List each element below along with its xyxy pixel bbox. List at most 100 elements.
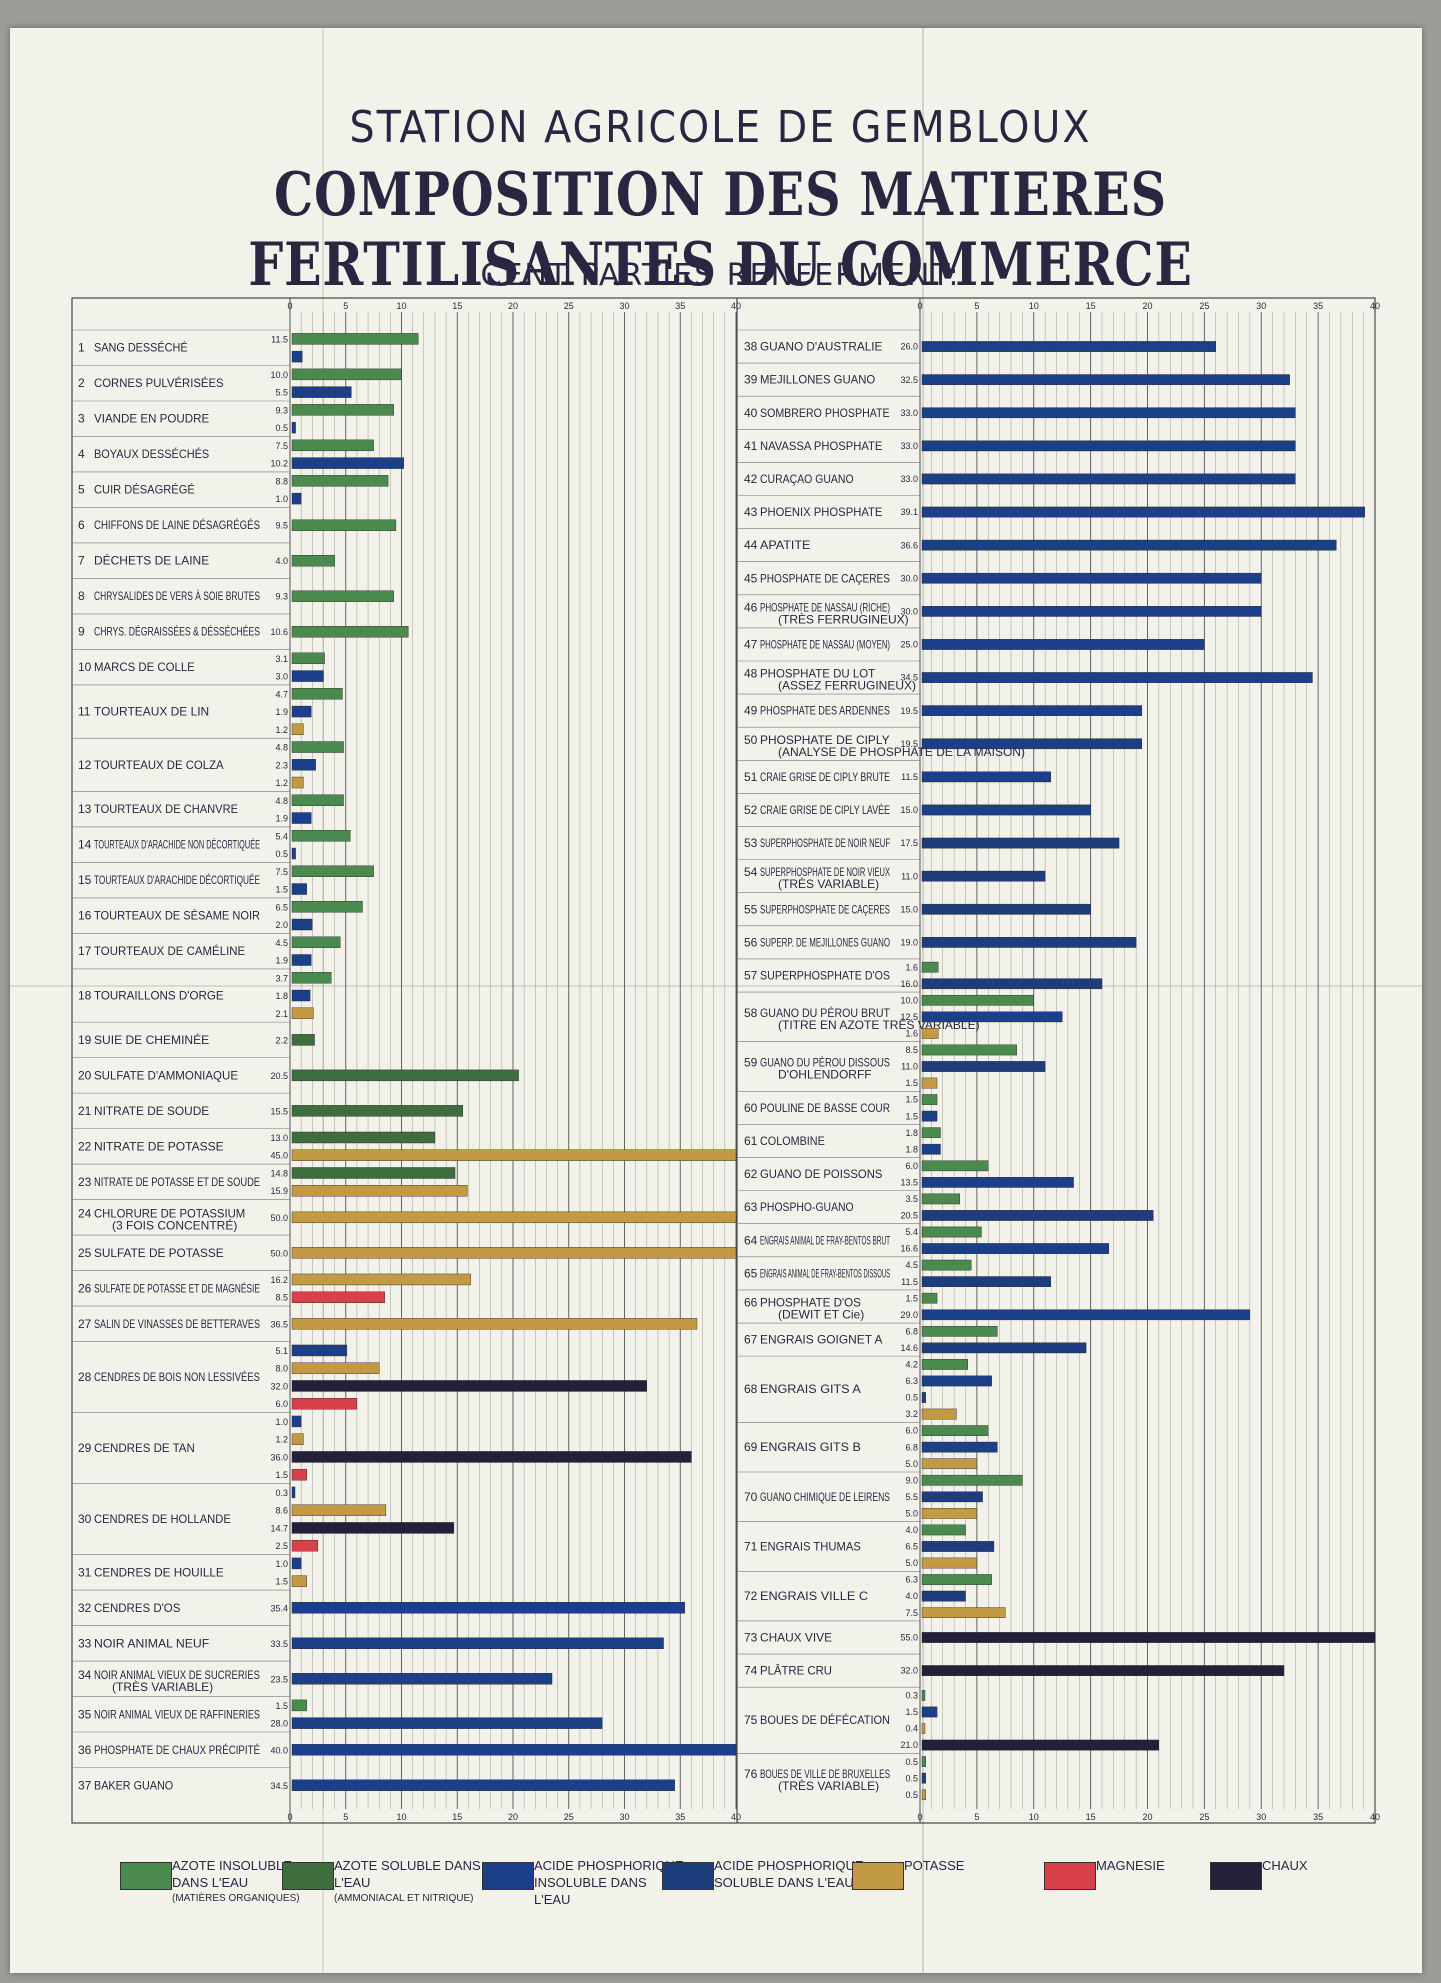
- bar-acide_insoluble: [921, 440, 1296, 452]
- bar-azote_insoluble: [291, 1699, 307, 1712]
- item-note: (3 FOIS CONCENTRÉ): [112, 1217, 237, 1232]
- bar-azote_insoluble: [291, 741, 344, 753]
- bar-value-label: 1.5: [275, 1577, 288, 1587]
- bar-value-label: 1.6: [905, 962, 918, 972]
- item-number: 13: [78, 802, 92, 816]
- item-6: 6 CHIFFONS DE LAINE DÉSAGRÉGÉS 9.5: [72, 507, 397, 532]
- item-43: 43 PHOENIX PHOSPHATE 39.1: [738, 495, 1365, 519]
- bar-azote_insoluble: [291, 333, 419, 345]
- bar-value-label: 5.5: [905, 1492, 918, 1502]
- bar-acide_soluble: [921, 937, 1137, 948]
- bar-potasse: [921, 1723, 926, 1734]
- item-number: 52: [744, 803, 758, 817]
- bar-acide_insoluble: [291, 1779, 675, 1791]
- item-name: BOYAUX DESSÉCHÉS: [94, 446, 209, 461]
- x-tick-label-bottom: 20: [1142, 1812, 1152, 1822]
- x-tick-label-bottom: 5: [974, 1812, 979, 1822]
- item-number: 63: [744, 1200, 758, 1214]
- bar-azote_insoluble: [921, 1193, 961, 1205]
- item-number: 9: [78, 625, 85, 639]
- bar-potasse: [921, 1028, 939, 1039]
- item-name: PHOSPHATE DU LOT: [760, 667, 876, 681]
- bar-acide_insoluble: [291, 989, 311, 1002]
- bar-acide_soluble: [921, 1392, 926, 1403]
- bar-potasse: [291, 1362, 380, 1374]
- bar-chaux: [921, 1739, 1160, 1751]
- bar-acide_insoluble: [921, 1243, 1110, 1254]
- bar-value-label: 0.5: [275, 423, 288, 433]
- bar-azote_insoluble: [291, 794, 344, 806]
- bar-acide_insoluble: [291, 457, 404, 469]
- bar-value-label: 45.0: [270, 1151, 288, 1161]
- item-number: 21: [78, 1104, 92, 1118]
- item-name: TOURTEAUX DE CHANVRE: [94, 802, 238, 816]
- bar-magnesie: [291, 1291, 385, 1303]
- bar-acide_insoluble: [921, 1441, 998, 1453]
- bar-value-label: 2.2: [275, 1035, 288, 1045]
- bar-value-label: 8.5: [905, 1045, 918, 1055]
- item-name: SALIN DE VINASSES DE BETTERAVES: [94, 1317, 260, 1331]
- x-tick-label-bottom: 30: [1256, 1812, 1266, 1822]
- bar-azote_soluble: [291, 1034, 315, 1046]
- item-number: 23: [78, 1175, 92, 1189]
- legend-swatch-potasse: [852, 1862, 904, 1890]
- item-41: 41 NAVASSA PHOSPHATE 33.0: [738, 429, 1296, 453]
- item-72: 72 ENGRAIS VILLE C 6.3 4.0 7.5: [738, 1570, 1006, 1618]
- bar-value-label: 15.0: [900, 805, 918, 815]
- legend-label: AZOTE SOLUBLE DANS L'EAU: [334, 1858, 481, 1890]
- bar-magnesie: [291, 1468, 307, 1481]
- bar-acide_soluble: [921, 1541, 995, 1552]
- item-46: 46 PHOSPHATE DE NASSAU (RICHE)(TRÈS FERRU…: [738, 594, 1262, 626]
- item-66: 66 PHOSPHATE D'OS(DEWIT ET Cie) 1.5 29.0: [738, 1289, 1251, 1321]
- bar-acide_soluble: [921, 1342, 1087, 1354]
- x-tick-label-bottom: 35: [1313, 1812, 1323, 1822]
- bar-value-label: 10.6: [270, 627, 288, 637]
- item-61: 61 COLOMBINE 1.8 1.8: [738, 1124, 941, 1155]
- bar-value-label: 1.9: [275, 956, 288, 966]
- bar-value-label: 1.5: [275, 885, 288, 895]
- item-name: CURAÇAO GUANO: [760, 472, 854, 486]
- item-1: 1 SANG DESSÉCHÉ 11.5: [72, 329, 419, 363]
- x-tick-label-bottom: 10: [396, 1812, 406, 1822]
- bar-value-label: 6.3: [905, 1575, 918, 1585]
- bar-value-label: 16.6: [900, 1244, 918, 1254]
- bar-acide_insoluble: [291, 1637, 664, 1649]
- item-name: SUPERPHOSPHATE DE CAÇERES: [760, 902, 890, 916]
- bar-azote_insoluble: [291, 688, 343, 700]
- item-number: 75: [744, 1713, 758, 1727]
- item-name: PHOSPHATE DE CAÇERES: [760, 571, 890, 585]
- item-note: (DEWIT ET Cie): [778, 1307, 864, 1321]
- item-73: 73 CHAUX VIVE 55.0: [738, 1620, 1376, 1644]
- x-tick-label-bottom: 40: [731, 1812, 741, 1822]
- bar-azote_insoluble: [921, 1359, 968, 1370]
- bar-value-label: 0.4: [905, 1724, 918, 1734]
- item-number: 17: [78, 944, 92, 958]
- bar-value-label: 3.2: [905, 1409, 918, 1419]
- item-number: 46: [744, 600, 758, 614]
- item-name: NITRATE DE POTASSE ET DE SOUDE: [94, 1175, 260, 1189]
- bar-value-label: 1.5: [905, 1293, 918, 1303]
- bar-potasse: [291, 1575, 307, 1587]
- item-37: 37 BAKER GUANO 34.5: [72, 1767, 675, 1792]
- bar-value-label: 23.5: [270, 1674, 288, 1684]
- item-name: GUANO D'AUSTRALIE: [760, 340, 882, 354]
- bar-potasse: [921, 1557, 978, 1569]
- bar-azote_insoluble: [921, 1756, 926, 1767]
- bar-value-label: 6.8: [905, 1442, 918, 1452]
- x-tick-label-top: 5: [343, 301, 348, 311]
- item-32: 32 CENDRES D'OS 35.4: [72, 1589, 685, 1615]
- bar-chaux: [921, 1665, 1285, 1676]
- bar-acide_insoluble: [291, 883, 307, 895]
- item-42: 42 CURAÇAO GUANO 33.0: [738, 462, 1296, 486]
- bar-potasse: [291, 1211, 737, 1224]
- item-name: SUPERP. DE MEJILLONES GUANO: [760, 935, 890, 949]
- bar-value-label: 15.0: [900, 904, 918, 914]
- bar-azote_insoluble: [921, 1094, 938, 1105]
- x-tick-label-top: 25: [564, 301, 574, 311]
- item-45: 45 PHOSPHATE DE CAÇERES 30.0: [738, 561, 1262, 585]
- chart-title: COMPOSITION DES MATIERES FERTILISANTES D…: [248, 160, 1193, 300]
- bar-acide_insoluble: [921, 1375, 992, 1387]
- bar-acide_insoluble: [291, 1744, 737, 1756]
- fold-crease-left: [322, 28, 324, 1973]
- chart-frame: [71, 297, 1376, 1824]
